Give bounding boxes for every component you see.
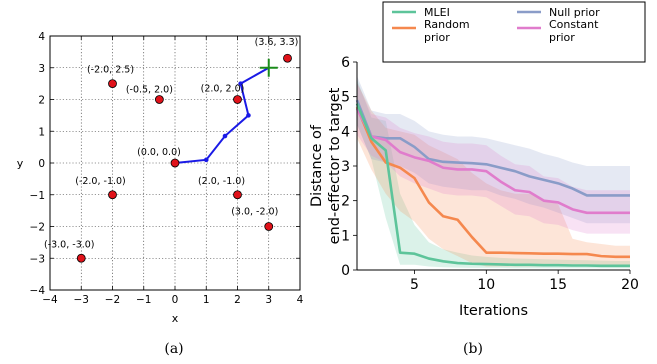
y-tick-label: 3: [341, 159, 350, 175]
point-label: (3.0, -2.0): [231, 207, 278, 218]
x-tick-label: −3: [74, 294, 89, 306]
data-point: [170, 158, 180, 168]
caption-b: (b): [463, 341, 483, 357]
x-tick-label: 4: [297, 294, 304, 306]
x-tick-label: 3: [265, 294, 272, 306]
x-axis-label: Iterations: [459, 303, 528, 319]
x-tick-label: −1: [136, 294, 151, 306]
data-point: [76, 253, 86, 263]
y-axis-label-line: Distance of: [309, 124, 325, 207]
x-axis-label: x: [172, 312, 179, 325]
confidence-band: [357, 82, 630, 234]
legend-label: Constant prior: [549, 18, 599, 44]
panel-a-scatter: −4 −3 −2 −1 0 1 2 3 4 −4 −3 −2 −1 0 1 2 3 4 x y (3.6, 3.3) (-…: [17, 31, 304, 325]
x-tick-label: −2: [105, 294, 120, 306]
y-tick-label: −2: [30, 222, 45, 234]
series-line: [355, 108, 630, 215]
y-tick-label: −3: [30, 253, 45, 265]
point-label: (2.0, 2.0): [201, 84, 245, 95]
point-label: (3.6, 3.3): [255, 37, 299, 48]
arm-joint: [203, 157, 209, 163]
y-axis-label: y: [17, 157, 24, 170]
y-tick-label: 1: [38, 126, 45, 138]
point-label: (2.0, -1.0): [198, 176, 245, 187]
point-label: (-2.0, 2.5): [87, 65, 134, 76]
arm-joint: [246, 113, 251, 118]
data-point: [154, 95, 164, 104]
point-label: (0.0, 0.0): [137, 147, 181, 158]
series-line: [355, 103, 630, 268]
arm-line: [174, 66, 270, 164]
arm-joint: [222, 133, 228, 139]
panel-b-line-chart: 5 10 15 20 0 1 2 3 4 5 6 Iterations Distance of end-e…: [309, 1, 646, 319]
series-line: [355, 106, 630, 259]
y-tick-label: 4: [38, 31, 45, 43]
x-tick-label: 5: [410, 277, 419, 293]
series-line: [355, 99, 630, 197]
x-tick-label: 20: [621, 277, 639, 293]
confidence-band: [357, 82, 630, 267]
y-tick-label: 5: [341, 90, 350, 106]
confidence-band: [357, 75, 630, 224]
x-tick-label: 15: [549, 277, 567, 293]
data-point: [233, 190, 242, 200]
y-tick-label: 0: [38, 158, 45, 170]
y-axis-label-line: end-effector to target: [327, 87, 343, 244]
y-tick-label: 1: [341, 228, 350, 244]
x-tick-label: 0: [172, 294, 179, 306]
arm-joint: [238, 81, 243, 86]
y-tick-label: 0: [341, 263, 350, 279]
y-tick-label: 2: [341, 194, 350, 210]
data-point: [264, 222, 274, 231]
point-label: (-0.5, 2.0): [126, 85, 173, 96]
legend-label: Null prior: [549, 6, 600, 19]
point-label: (-2.0, -1.0): [75, 176, 126, 187]
data-point: [233, 95, 242, 104]
y-tick-label: 3: [38, 63, 45, 75]
legend-frame: [382, 1, 646, 63]
data-point: [283, 53, 292, 63]
legend-label-line: Random: [424, 18, 470, 31]
legend-label: Random prior: [424, 18, 470, 44]
x-tick-label: 10: [477, 277, 495, 293]
data-point: [108, 190, 117, 200]
y-tick-label: −1: [30, 190, 45, 202]
point-label: (-3.0, -3.0): [44, 239, 95, 250]
x-tick-label: −4: [42, 294, 58, 306]
y-axis-label: Distance of end-effector to target: [309, 87, 343, 244]
y-tick-label: 2: [38, 95, 45, 107]
caption-a: (a): [164, 341, 183, 357]
x-tick-label: 2: [234, 294, 241, 306]
legend-label-line: prior: [549, 31, 575, 44]
y-tick-label: 6: [341, 55, 350, 71]
legend-label: MLEI: [424, 6, 450, 19]
x-tick-label: 1: [203, 294, 210, 306]
data-point: [108, 79, 117, 89]
y-tick-label: −4: [30, 285, 46, 297]
y-tick-label: 4: [341, 124, 350, 140]
legend-label-line: prior: [424, 31, 450, 44]
legend-label-line: Constant: [549, 18, 599, 31]
